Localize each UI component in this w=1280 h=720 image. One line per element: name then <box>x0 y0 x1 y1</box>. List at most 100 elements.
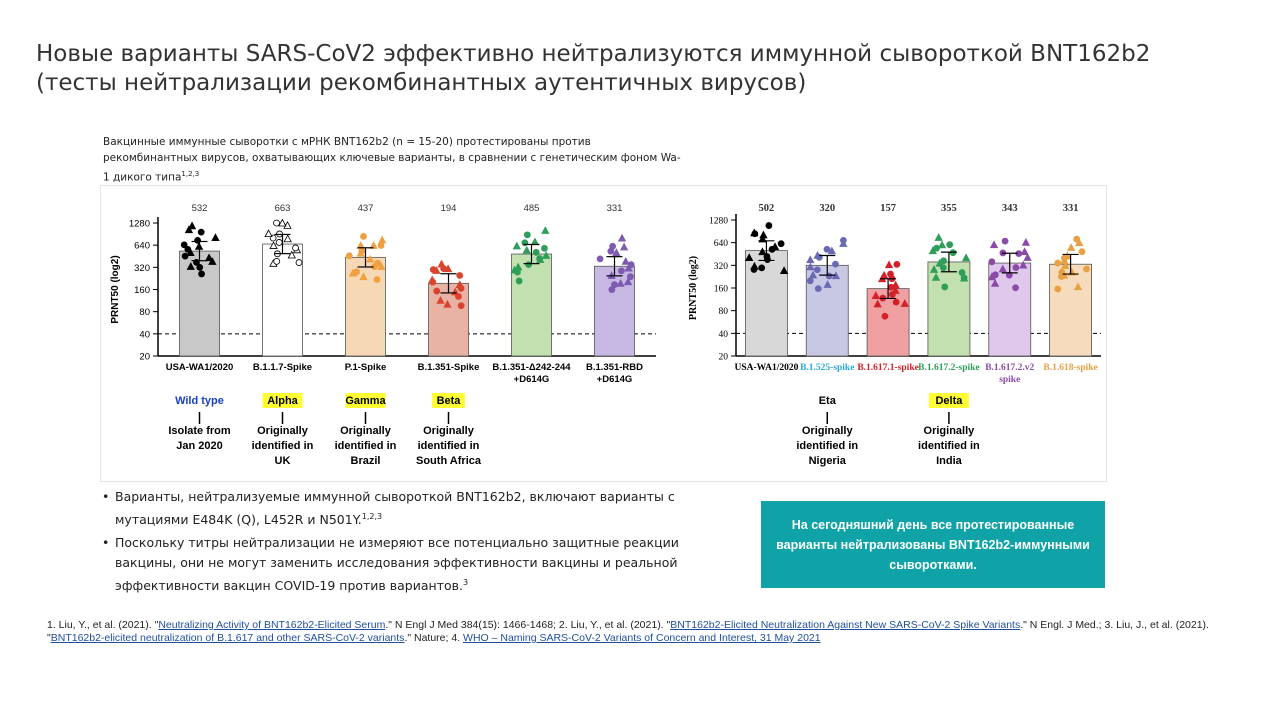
bar <box>866 288 910 357</box>
data-point <box>455 280 464 289</box>
data-point <box>881 312 889 320</box>
data-point <box>991 271 999 279</box>
data-point <box>611 281 618 289</box>
chart-subtitle: Вакцинные иммунные сыворотки с мРНК BNT1… <box>103 134 683 186</box>
data-point <box>1063 251 1072 260</box>
data-point <box>514 262 523 271</box>
data-point <box>832 260 839 268</box>
data-point <box>900 299 909 307</box>
x-tick-label: B.1.617.1-spike <box>857 363 919 373</box>
origin-label: identified in <box>335 440 397 452</box>
data-point <box>1019 260 1028 269</box>
data-point <box>377 262 386 271</box>
ref-link-4[interactable]: WHO – Naming SARS-CoV-2 Variants of Conc… <box>463 632 821 644</box>
bullet-item: Варианты, нейтрализуемые иммунной сыворо… <box>100 487 700 530</box>
y-tick-label: 320 <box>134 263 150 274</box>
chart-subtitle-text: Вакцинные иммунные сыворотки с мРНК BNT1… <box>103 136 681 184</box>
data-point <box>283 234 292 243</box>
data-point <box>184 245 192 253</box>
data-point <box>616 278 625 287</box>
data-point <box>765 222 773 229</box>
x-tick-label: B.1.351-Δ242-244 <box>492 362 571 373</box>
ref-link-2[interactable]: BNT162b2-Elicited Neutralization Against… <box>670 619 1021 631</box>
data-point <box>532 248 540 256</box>
origin-label: Originally <box>340 425 392 437</box>
bullet-text: Поскольку титры нейтрализации не измеряю… <box>115 535 679 594</box>
data-point <box>515 277 523 285</box>
data-point <box>295 259 303 266</box>
data-point <box>181 252 189 260</box>
data-point <box>873 299 882 308</box>
bar <box>745 250 788 357</box>
data-point <box>1012 284 1019 292</box>
variant-name: Eta <box>819 395 837 407</box>
data-point <box>204 253 214 262</box>
x-tick-label: +D614G <box>597 374 633 385</box>
data-point <box>946 241 954 249</box>
data-point <box>887 270 894 278</box>
origin-label: India <box>936 455 963 467</box>
data-label: 320 <box>819 203 835 214</box>
data-point <box>1023 253 1032 261</box>
data-point <box>345 252 353 260</box>
x-tick-label: USA-WA1/2020 <box>734 363 798 373</box>
data-point <box>745 253 754 261</box>
y-tick-label: 640 <box>134 241 150 252</box>
data-point <box>891 286 900 294</box>
data-point <box>196 263 204 271</box>
variant-name: Beta <box>437 395 462 407</box>
data-point <box>433 287 441 295</box>
data-point <box>378 235 387 244</box>
data-point <box>273 257 281 265</box>
origin-label: Originally <box>257 425 309 437</box>
data-point <box>1073 282 1083 291</box>
data-point <box>823 245 831 253</box>
data-point <box>806 262 815 271</box>
y-tick-label: 40 <box>719 330 729 340</box>
data-point <box>823 280 832 288</box>
ref-text: ." N Engl. J Med.; 3. Liu, J., et al. (2… <box>47 619 1209 644</box>
data-point <box>443 299 452 308</box>
data-point <box>884 260 894 269</box>
data-point <box>619 242 629 251</box>
data-label: 355 <box>941 203 957 214</box>
data-point <box>623 277 633 286</box>
data-point <box>541 251 551 259</box>
data-point <box>961 253 971 262</box>
x-tick-label: B.1.351-RBD <box>586 362 643 373</box>
ref-link-3[interactable]: BNT162b2-elicited neutralization of B.1.… <box>50 632 405 644</box>
data-point <box>940 257 947 265</box>
origin-label: Isolate from <box>168 425 231 437</box>
data-point <box>1075 238 1084 247</box>
data-point <box>359 272 368 281</box>
data-label: 485 <box>524 203 540 214</box>
variant-name: Wild type <box>175 395 224 407</box>
x-tick-label: B.1.617.2.v2 <box>985 363 1034 373</box>
data-point <box>621 256 630 265</box>
data-point <box>269 241 278 249</box>
data-point <box>1021 238 1031 246</box>
bullet-sup: 1,2,3 <box>361 512 383 521</box>
data-point <box>197 228 205 236</box>
data-point <box>609 242 616 250</box>
y-tick-label: 160 <box>714 285 729 295</box>
data-point <box>892 298 900 306</box>
data-point <box>457 302 465 310</box>
bullet-list: Варианты, нейтрализуемые иммунной сыворо… <box>100 487 700 599</box>
data-point <box>198 270 205 278</box>
data-point <box>958 269 966 276</box>
chart-svg: 20 40 80 160 320 640 1280 PRNT50 (log2) 532 USA-W… <box>110 203 1101 467</box>
origin-label: Jan 2020 <box>176 440 222 452</box>
data-point <box>1078 248 1086 256</box>
data-point <box>839 239 848 247</box>
data-point <box>759 230 768 239</box>
data-point <box>1067 243 1076 251</box>
data-point <box>1061 261 1070 269</box>
data-point <box>934 233 943 241</box>
data-label: 331 <box>607 203 623 214</box>
ref-link-1[interactable]: Neutralizing Activity of BNT162b2-Elicit… <box>158 619 386 631</box>
data-point <box>879 270 889 279</box>
origin-label: Originally <box>423 425 475 437</box>
y-tick-label: 1280 <box>709 217 728 227</box>
data-point <box>348 268 358 277</box>
